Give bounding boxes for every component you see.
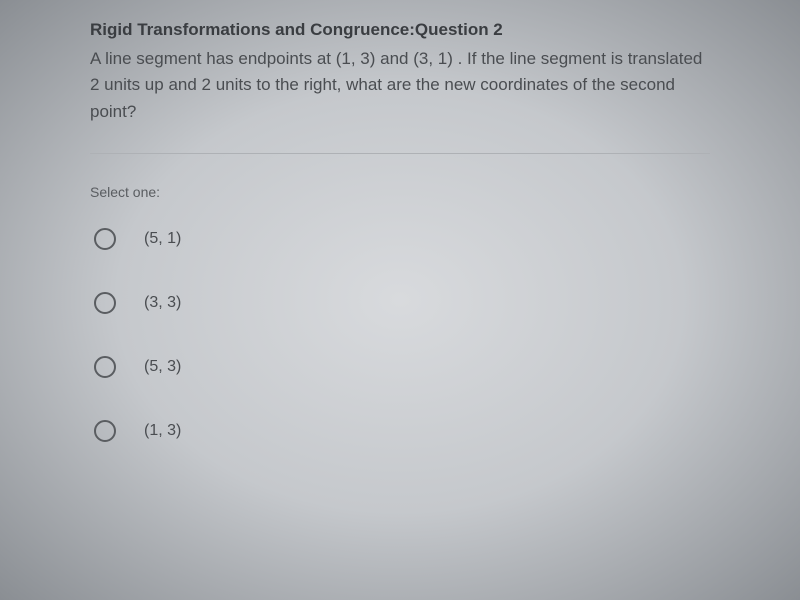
section-divider: [90, 153, 710, 154]
option-label: (5, 1): [144, 230, 181, 248]
radio-icon[interactable]: [94, 420, 116, 442]
question-body: A line segment has endpoints at (1, 3) a…: [90, 46, 710, 125]
option-row[interactable]: (5, 1): [94, 228, 710, 250]
option-label: (5, 3): [144, 358, 181, 376]
option-label: (3, 3): [144, 294, 181, 312]
radio-icon[interactable]: [94, 292, 116, 314]
option-row[interactable]: (1, 3): [94, 420, 710, 442]
question-header: Rigid Transformations and Congruence:Que…: [90, 20, 710, 40]
option-row[interactable]: (3, 3): [94, 292, 710, 314]
option-row[interactable]: (5, 3): [94, 356, 710, 378]
options-list: (5, 1) (3, 3) (5, 3) (1, 3): [90, 228, 710, 442]
select-one-label: Select one:: [90, 184, 710, 200]
option-label: (1, 3): [144, 422, 181, 440]
radio-icon[interactable]: [94, 228, 116, 250]
radio-icon[interactable]: [94, 356, 116, 378]
